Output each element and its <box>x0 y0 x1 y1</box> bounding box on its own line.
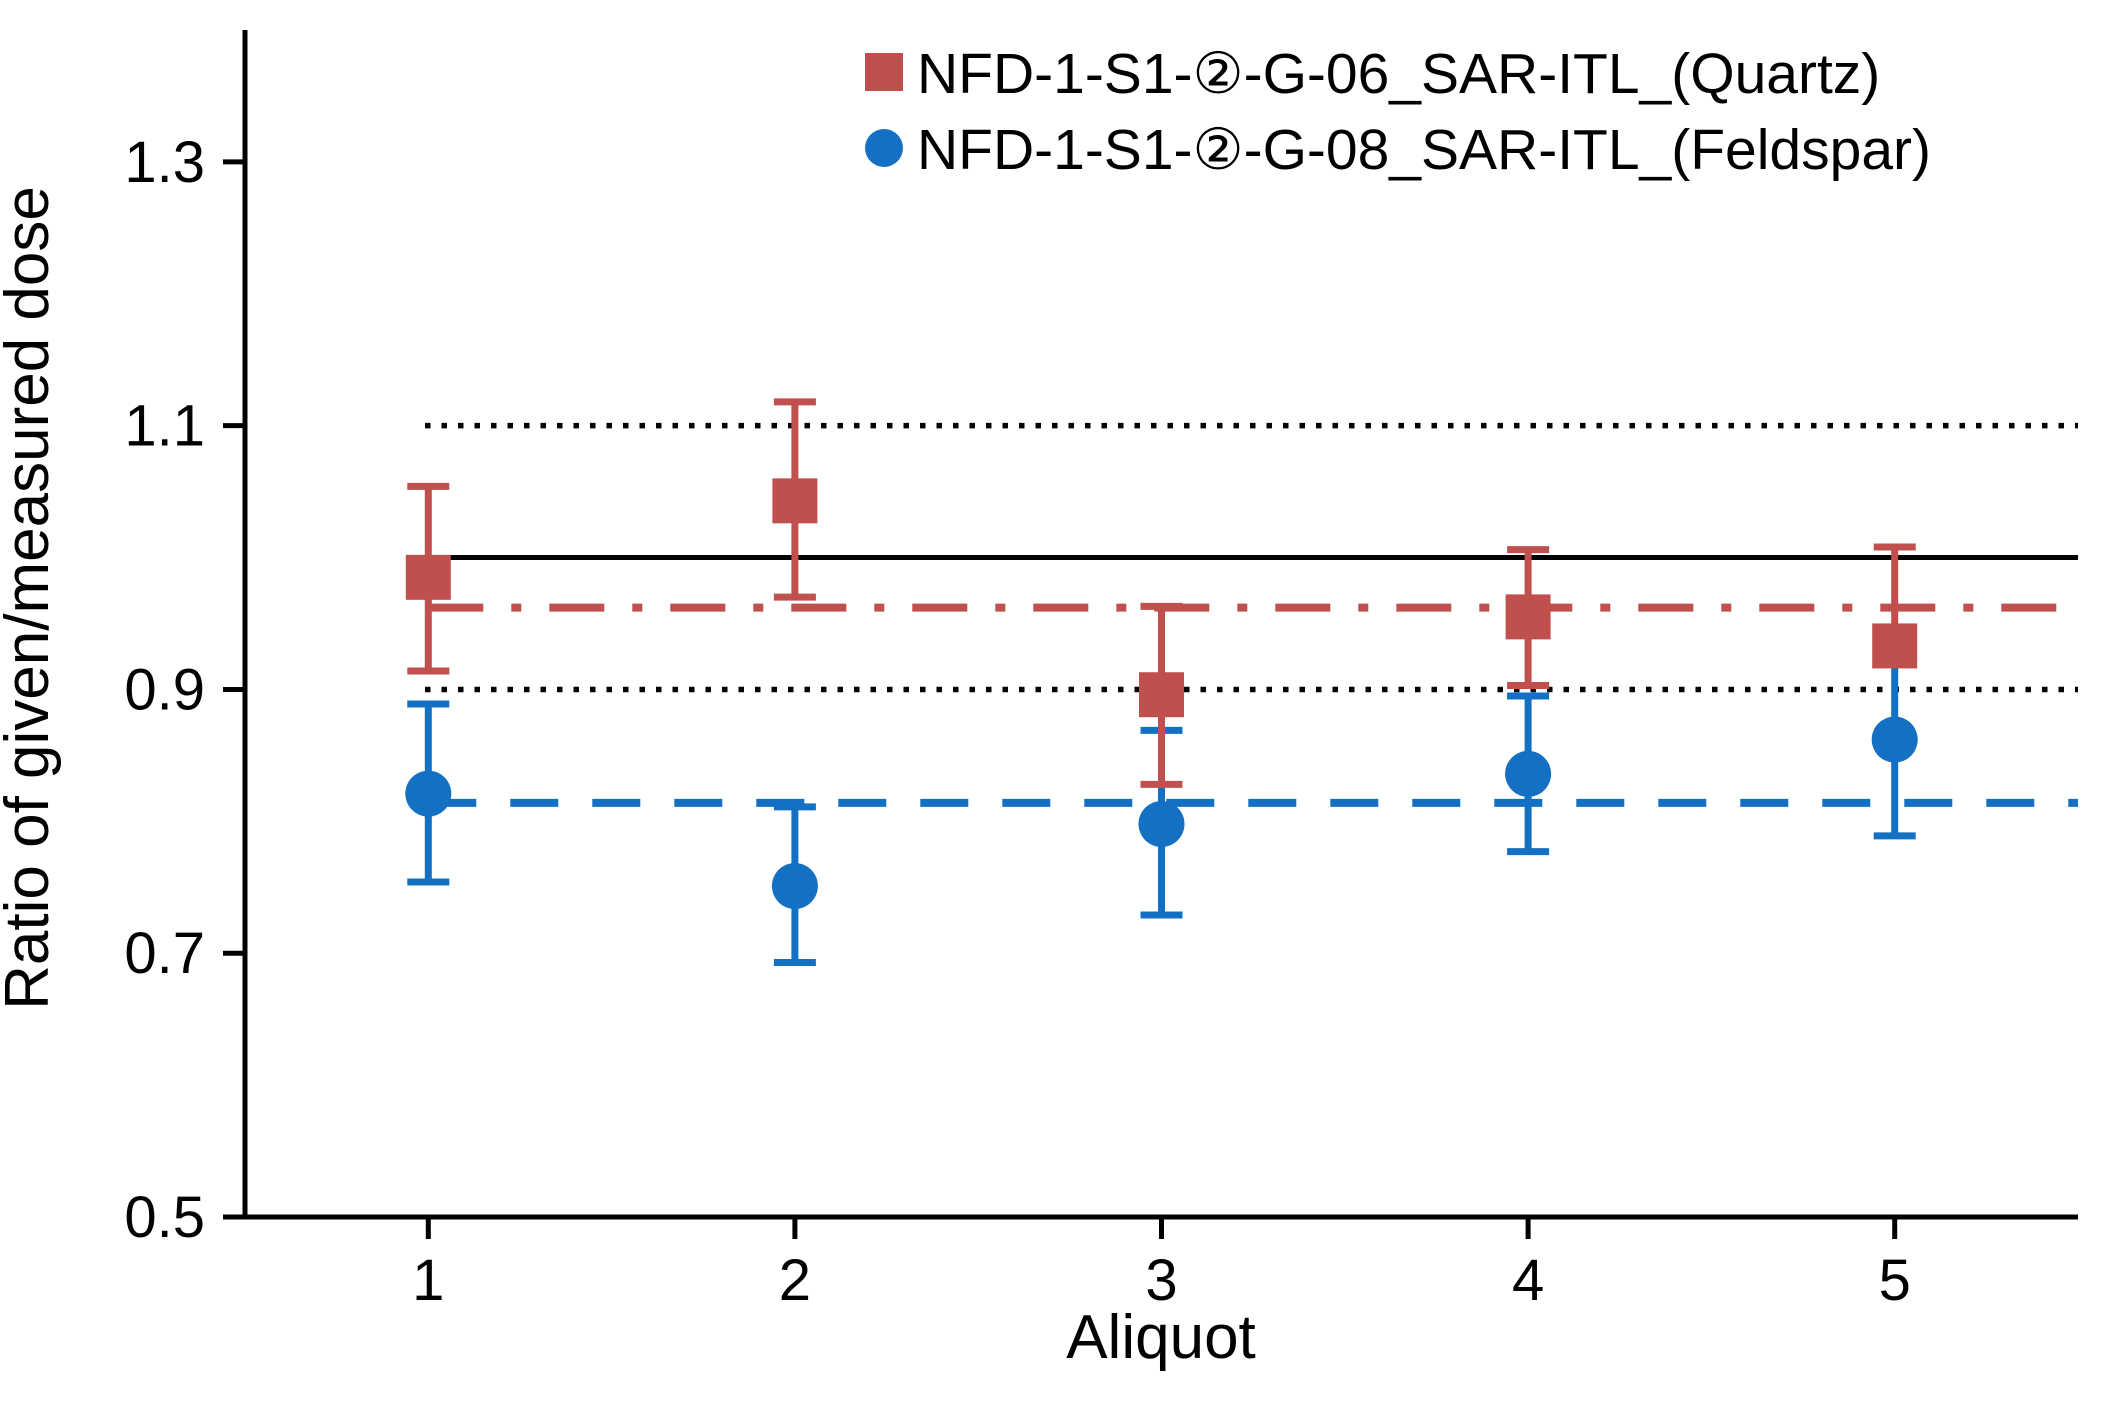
tick-layer: 0.5 0.7 0.9 1.1 1.3 1 2 3 4 5 <box>124 130 1910 1313</box>
x-tick-label: 1 <box>412 1248 444 1313</box>
feldspar-point <box>771 862 818 909</box>
quartz-point <box>772 478 818 524</box>
y-tick-label: 0.9 <box>124 657 205 722</box>
y-tick-label: 0.5 <box>124 1185 205 1250</box>
plot-area <box>405 398 2078 966</box>
legend-feldspar-label: NFD-1-S1-②-G-08_SAR-ITL_(Feldspar) <box>917 118 1931 182</box>
legend-quartz-label: NFD-1-S1-②-G-06_SAR-ITL_(Quartz) <box>917 42 1880 106</box>
y-axis-label: Ratio of given/measured dose <box>0 186 62 1010</box>
quartz-point <box>1139 672 1184 718</box>
y-tick-label: 0.7 <box>124 921 205 986</box>
y-tick-label: 1.3 <box>124 130 205 195</box>
legend-quartz-marker-icon <box>865 53 903 91</box>
quartz-point <box>1872 623 1918 669</box>
x-tick-label: 3 <box>1145 1248 1177 1313</box>
feldspar-point <box>1138 800 1185 847</box>
feldspar-point <box>405 770 452 817</box>
quartz-point <box>405 554 451 600</box>
y-tick-label: 1.1 <box>124 394 205 459</box>
x-tick-label: 5 <box>1879 1248 1911 1313</box>
feldspar-point <box>1505 750 1552 797</box>
x-tick-label: 2 <box>779 1248 811 1313</box>
quartz-point <box>1505 594 1551 640</box>
legend-feldspar-marker-icon <box>865 129 903 167</box>
legend: NFD-1-S1-②-G-06_SAR-ITL_(Quartz) NFD-1-S… <box>865 42 1931 182</box>
feldspar-point <box>1871 716 1918 763</box>
x-axis-label: Aliquot <box>1066 1303 1256 1372</box>
x-tick-label: 4 <box>1512 1248 1544 1313</box>
